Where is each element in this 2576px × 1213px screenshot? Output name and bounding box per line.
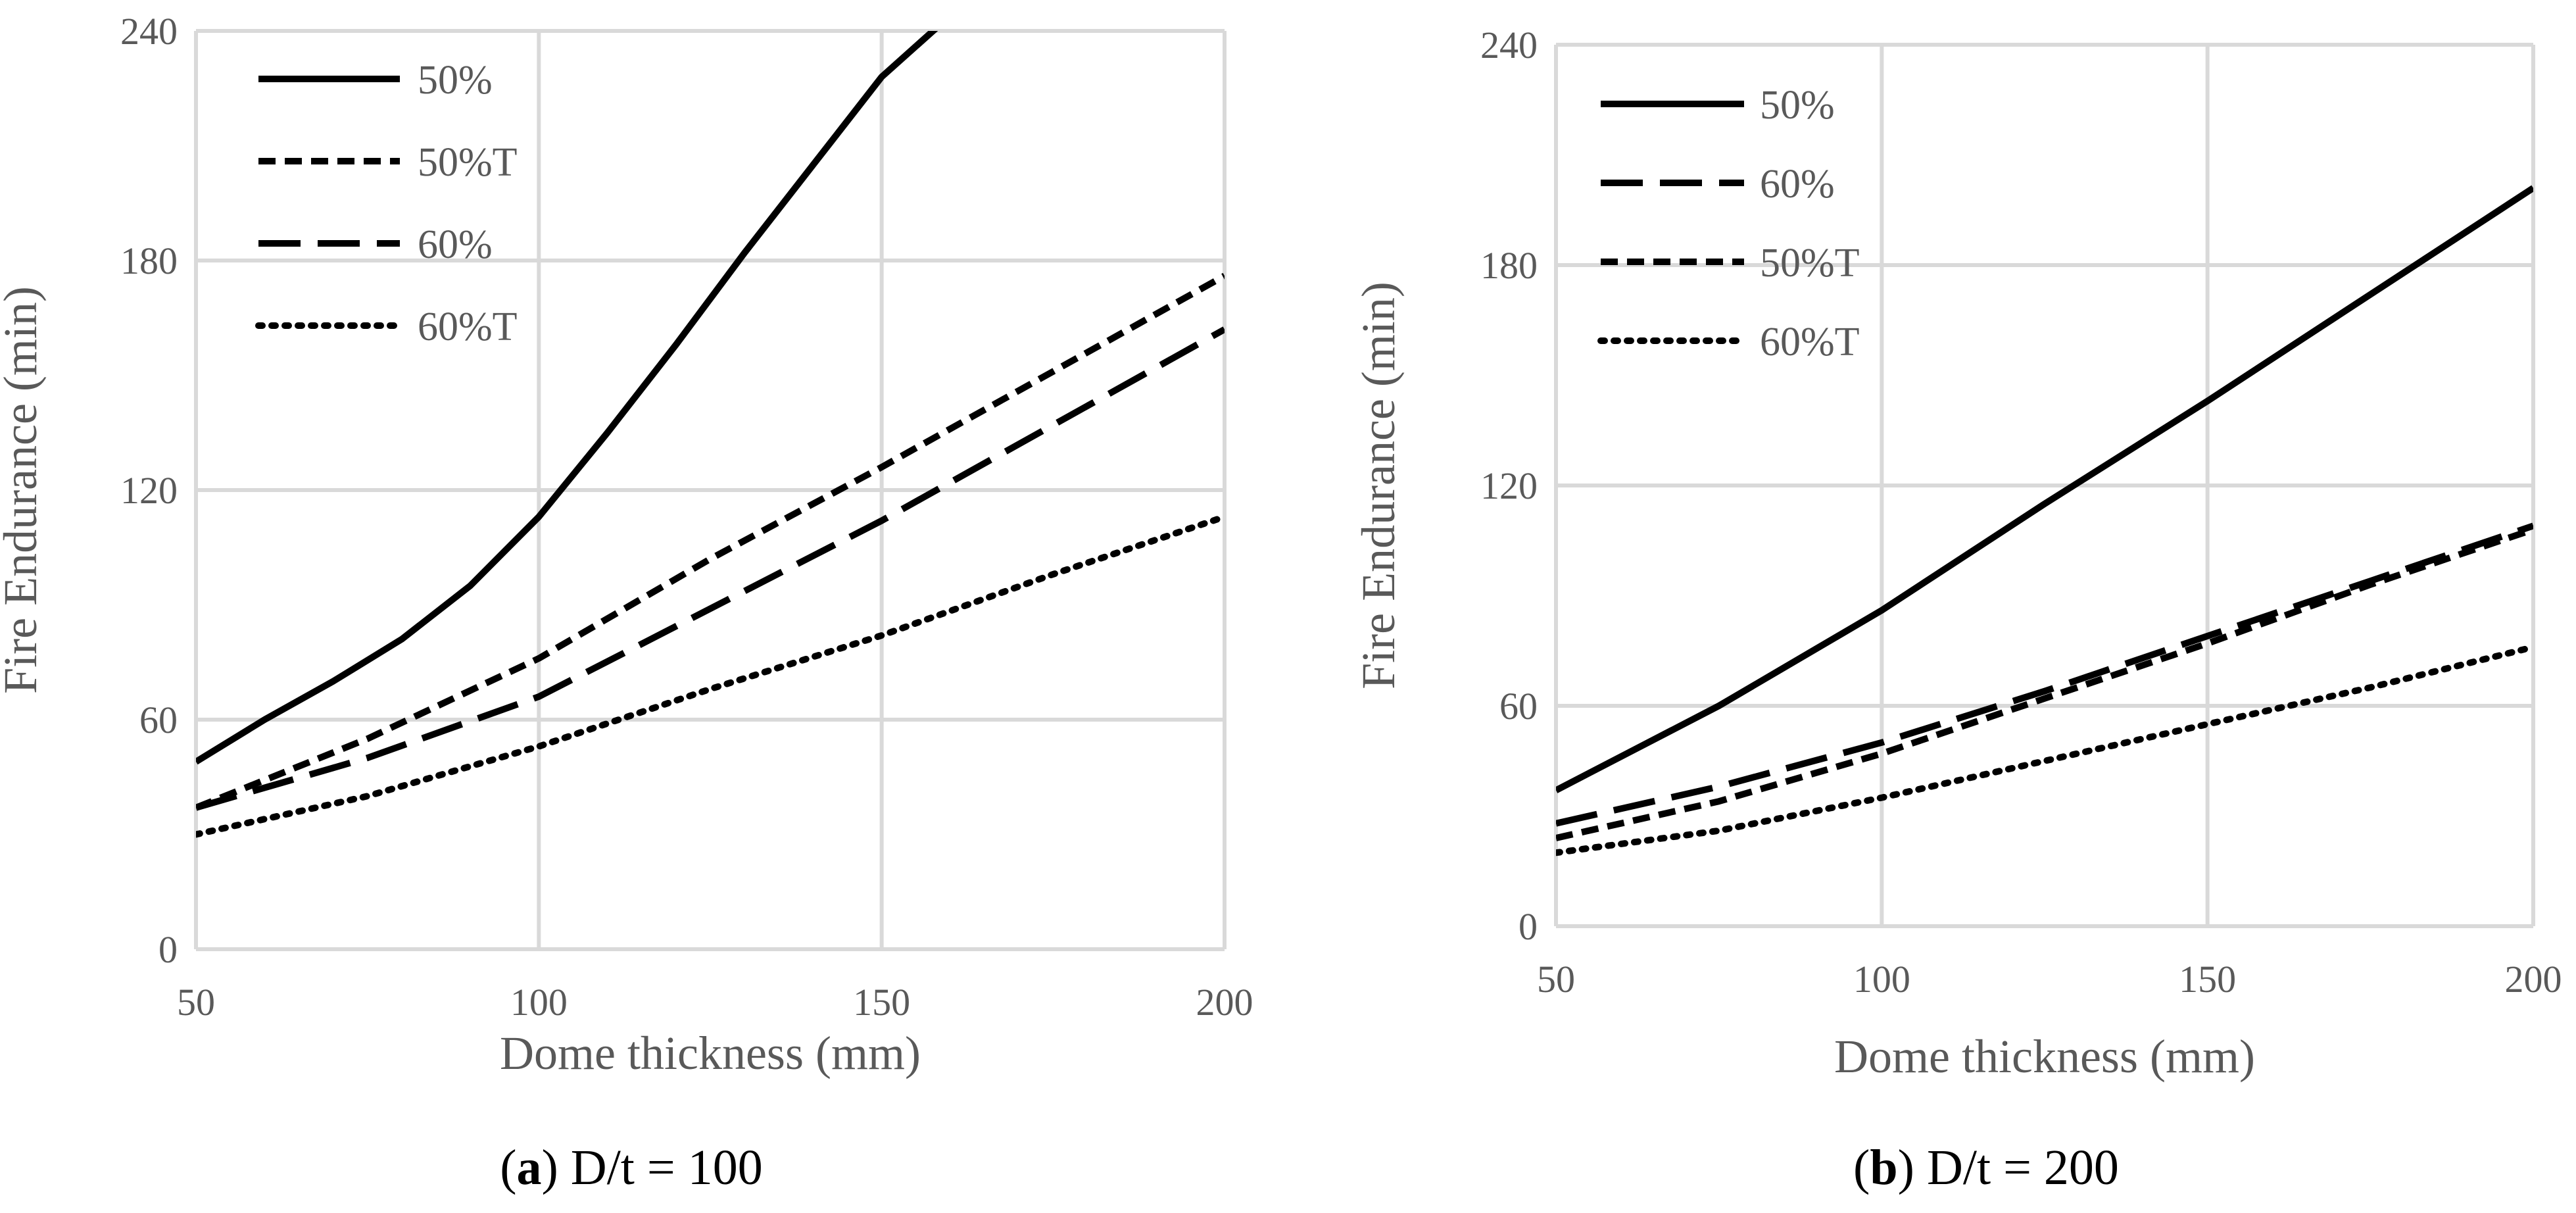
legend-label: 60% bbox=[418, 222, 493, 267]
y-tick-label: 240 bbox=[1480, 24, 1538, 66]
legend-label: 60%T bbox=[1760, 320, 1860, 364]
series-line-50pct bbox=[196, 31, 938, 765]
legend-label: 50% bbox=[1760, 83, 1835, 128]
y-tick-label: 60 bbox=[1499, 685, 1538, 728]
y-tick-label: 0 bbox=[158, 928, 178, 971]
chart-panel-b: 0 60 120 180 240 50 100 150 200 Dome thickness (m… bbox=[1352, 24, 2562, 1195]
legend-label: 50%T bbox=[418, 140, 518, 185]
x-tick-label: 100 bbox=[510, 981, 568, 1024]
panel-caption: (a) D/t = 100 bbox=[500, 1140, 763, 1195]
panel-caption: (b) D/t = 200 bbox=[1853, 1140, 2119, 1195]
series-line-60pctt bbox=[1556, 643, 2533, 856]
y-tick-label: 120 bbox=[1480, 464, 1538, 507]
legend-label: 50% bbox=[418, 58, 493, 103]
x-tick-label: 200 bbox=[2505, 958, 2562, 1001]
series-line-50pct bbox=[1556, 185, 2533, 793]
x-tick-label: 150 bbox=[853, 981, 910, 1024]
series-line-60pct bbox=[196, 326, 1225, 811]
y-tick-label: 60 bbox=[139, 699, 178, 741]
x-tick-label: 50 bbox=[177, 981, 215, 1024]
y-axis-title: Fire Endurance (min) bbox=[1352, 282, 1405, 689]
y-axis-title: Fire Endurance (min) bbox=[0, 286, 47, 694]
x-axis-title: Dome thickness (mm) bbox=[1834, 1030, 2255, 1083]
series-line-60pct bbox=[1556, 522, 2533, 827]
x-tick-label: 150 bbox=[2179, 958, 2236, 1001]
y-tick-label: 180 bbox=[120, 239, 178, 282]
y-tick-label: 240 bbox=[120, 10, 178, 53]
series-group bbox=[196, 31, 1225, 838]
legend-label: 60% bbox=[1760, 162, 1835, 207]
legend-label: 60%T bbox=[418, 305, 518, 349]
series-line-60pctt bbox=[196, 513, 1225, 838]
y-tick-label: 120 bbox=[120, 469, 178, 512]
series-group bbox=[1556, 185, 2533, 856]
x-tick-label: 200 bbox=[1196, 981, 1253, 1024]
y-tick-label: 0 bbox=[1519, 905, 1538, 948]
series-line-50pctt bbox=[1556, 526, 2533, 841]
x-tick-label: 50 bbox=[1537, 958, 1575, 1001]
x-tick-label: 100 bbox=[1853, 958, 1910, 1001]
series-line-50pctt bbox=[196, 272, 1225, 811]
x-axis-title: Dome thickness (mm) bbox=[500, 1027, 921, 1079]
y-tick-label: 180 bbox=[1480, 244, 1538, 287]
legend-label: 50%T bbox=[1760, 241, 1860, 285]
chart-panel-a: 0 60 120 180 240 50 100 150 200 Dome thickness (m… bbox=[0, 10, 1253, 1195]
